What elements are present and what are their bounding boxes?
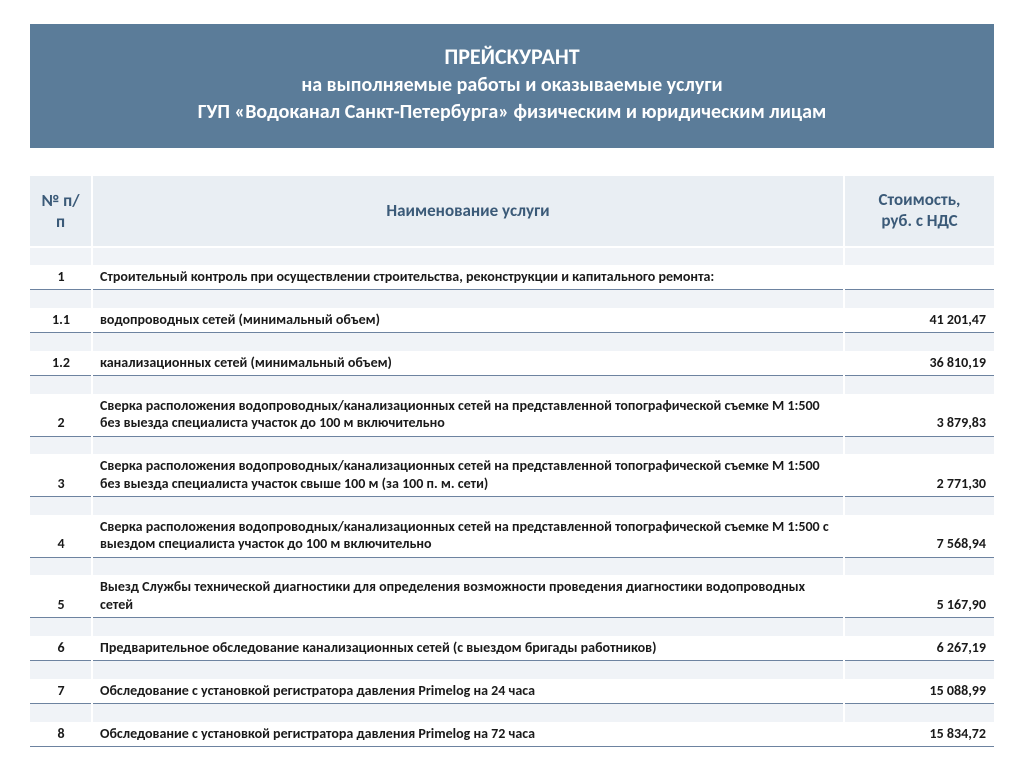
cell-price: 15 834,72	[844, 722, 994, 747]
price-table: № п/п Наименование услуги Стоимость, руб…	[30, 176, 994, 748]
table-row: 1Строительный контроль при осуществлении…	[30, 265, 994, 290]
table-head: № п/п Наименование услуги Стоимость, руб…	[30, 176, 994, 247]
title-line-1: ПРЕЙСКУРАНТ	[50, 42, 974, 72]
cell-number: 4	[30, 515, 92, 558]
title-block: ПРЕЙСКУРАНТ на выполняемые работы и оказ…	[30, 24, 994, 148]
cell-price	[844, 265, 994, 290]
spacer-row	[30, 557, 994, 575]
cell-number: 3	[30, 454, 92, 497]
cell-number: 1.2	[30, 351, 92, 376]
cell-price: 6 267,19	[844, 636, 994, 661]
cell-name: Сверка расположения водопроводных/канали…	[92, 454, 844, 497]
cell-price: 2 771,30	[844, 454, 994, 497]
col-header-price: Стоимость, руб. с НДС	[844, 176, 994, 247]
table-row: 8Обследование с установкой регистратора …	[30, 722, 994, 747]
cell-price: 15 088,99	[844, 679, 994, 704]
cell-number: 8	[30, 722, 92, 747]
table-row: 1.2канализационных сетей (минимальный об…	[30, 351, 994, 376]
price-list-page: ПРЕЙСКУРАНТ на выполняемые работы и оказ…	[0, 0, 1024, 771]
table-row: 3Сверка расположения водопроводных/канал…	[30, 454, 994, 497]
spacer-row	[30, 497, 994, 515]
cell-number: 6	[30, 636, 92, 661]
spacer-row	[30, 436, 994, 454]
cell-name: Выезд Службы технической диагностики для…	[92, 575, 844, 618]
cell-number: 7	[30, 679, 92, 704]
cell-number: 1.1	[30, 308, 92, 333]
spacer-row	[30, 376, 994, 394]
table-row: 2Сверка расположения водопроводных/канал…	[30, 394, 994, 437]
cell-name: Обследование с установкой регистратора д…	[92, 722, 844, 747]
table-row: 4Сверка расположения водопроводных/канал…	[30, 515, 994, 558]
cell-price: 5 167,90	[844, 575, 994, 618]
cell-name: Строительный контроль при осуществлении …	[92, 265, 844, 290]
cell-number: 2	[30, 394, 92, 437]
spacer-row	[30, 333, 994, 351]
col-header-price-l1: Стоимость,	[879, 189, 961, 210]
col-header-price-l2: руб. с НДС	[881, 210, 957, 231]
spacer-row	[30, 618, 994, 636]
title-line-3: ГУП «Водоканал Санкт-Петербурга» физичес…	[50, 99, 974, 126]
title-line-2: на выполняемые работы и оказываемые услу…	[50, 72, 974, 99]
cell-price: 3 879,83	[844, 394, 994, 437]
table-row: 5Выезд Службы технической диагностики дл…	[30, 575, 994, 618]
cell-name: Сверка расположения водопроводных/канали…	[92, 515, 844, 558]
cell-name: Обследование с установкой регистратора д…	[92, 679, 844, 704]
spacer-row	[30, 661, 994, 679]
spacer-row	[30, 247, 994, 265]
cell-price: 36 810,19	[844, 351, 994, 376]
cell-name: Предварительное обследование канализацио…	[92, 636, 844, 661]
cell-name: Сверка расположения водопроводных/канали…	[92, 394, 844, 437]
cell-price: 7 568,94	[844, 515, 994, 558]
col-header-number: № п/п	[30, 176, 92, 247]
table-row: 7Обследование с установкой регистратора …	[30, 679, 994, 704]
table-row: 6Предварительное обследование канализаци…	[30, 636, 994, 661]
cell-number: 1	[30, 265, 92, 290]
cell-number: 5	[30, 575, 92, 618]
col-header-name: Наименование услуги	[92, 176, 844, 247]
cell-price: 41 201,47	[844, 308, 994, 333]
cell-name: канализационных сетей (минимальный объем…	[92, 351, 844, 376]
spacer-row	[30, 704, 994, 722]
spacer-row	[30, 290, 994, 308]
table-body: 1Строительный контроль при осуществлении…	[30, 247, 994, 747]
table-row: 1.1водопроводных сетей (минимальный объе…	[30, 308, 994, 333]
cell-name: водопроводных сетей (минимальный объем)	[92, 308, 844, 333]
